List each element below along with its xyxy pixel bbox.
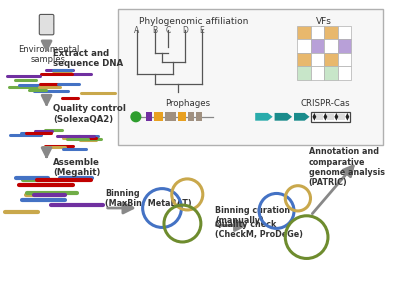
FancyBboxPatch shape [39, 14, 54, 35]
Text: Extract and
sequence DNA: Extract and sequence DNA [53, 49, 124, 68]
Bar [338, 53, 351, 66]
Bar [196, 112, 202, 121]
Text: Binning curation
(manually): Binning curation (manually) [216, 206, 290, 225]
Text: B: B [153, 25, 158, 35]
Bar [316, 114, 324, 120]
Bar [310, 53, 324, 66]
Bar [324, 53, 338, 66]
Bar [338, 25, 351, 39]
Polygon shape [255, 113, 273, 121]
Text: CRISPR-Cas: CRISPR-Cas [300, 99, 350, 108]
Text: Assemble
(Megahit): Assemble (Megahit) [53, 158, 101, 177]
Text: Environmental
samples: Environmental samples [18, 45, 79, 64]
Bar [297, 39, 310, 53]
Text: Annotation and
comparative
genome analysis
(PATRIC): Annotation and comparative genome analys… [308, 147, 384, 187]
Polygon shape [346, 113, 349, 121]
Bar [310, 39, 324, 53]
Bar [310, 25, 324, 39]
Bar [327, 114, 334, 120]
Text: Prophages: Prophages [165, 99, 210, 108]
Bar [310, 66, 324, 80]
Text: E: E [200, 25, 204, 35]
Polygon shape [275, 113, 292, 121]
Bar [338, 39, 351, 53]
Text: A: A [134, 25, 140, 35]
Text: Phylogenomic affiliation: Phylogenomic affiliation [139, 17, 249, 26]
Text: Binning
(MaxBin, MetaBAT): Binning (MaxBin, MetaBAT) [105, 188, 192, 208]
Polygon shape [312, 113, 316, 121]
Polygon shape [334, 113, 338, 121]
Bar [338, 114, 346, 120]
Bar [297, 53, 310, 66]
Bar [154, 112, 163, 121]
Polygon shape [324, 113, 327, 121]
Bar [324, 25, 338, 39]
Polygon shape [294, 113, 310, 121]
Text: C: C [165, 25, 170, 35]
FancyBboxPatch shape [118, 9, 383, 145]
Text: Quality control
(SolexaQA2): Quality control (SolexaQA2) [53, 104, 126, 124]
Bar [338, 66, 351, 80]
Bar [165, 112, 176, 121]
Bar [297, 66, 310, 80]
Text: VFs: VFs [316, 17, 332, 26]
Bar [188, 112, 194, 121]
Bar [324, 39, 338, 53]
Bar [178, 112, 186, 121]
Bar [312, 112, 350, 122]
Bar [297, 25, 310, 39]
Bar [146, 112, 152, 121]
Text: Quality check
(CheckM, ProDeGe): Quality check (CheckM, ProDeGe) [216, 220, 304, 239]
Bar [324, 66, 338, 80]
Text: D: D [182, 25, 188, 35]
Circle shape [131, 112, 141, 122]
